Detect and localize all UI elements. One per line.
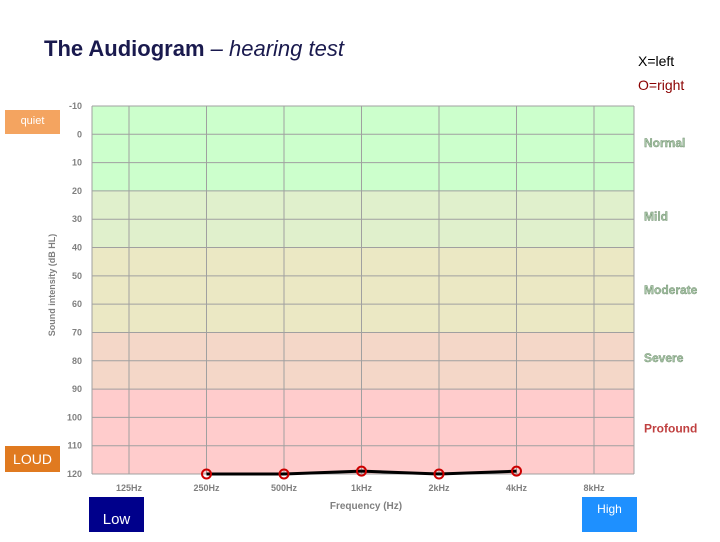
- title-subtitle: – hearing test: [210, 36, 344, 61]
- title-main: The Audiogram: [44, 36, 205, 61]
- low-frequency-tag: Low: [89, 497, 144, 532]
- band-label: Severe: [644, 351, 684, 365]
- legend-left-ear: X=left: [638, 53, 675, 69]
- legend-right-ear: O=right: [638, 77, 685, 93]
- band-label: Mild: [644, 209, 668, 223]
- y-tick-label: 0: [77, 129, 82, 139]
- y-tick-label: 70: [72, 327, 82, 337]
- band-profound: [92, 389, 634, 474]
- y-tick-label: 60: [72, 299, 82, 309]
- x-tick-label: 250Hz: [193, 483, 220, 493]
- x-tick-label: 4kHz: [506, 483, 528, 493]
- y-tick-label: 90: [72, 384, 82, 394]
- data-point-right-ear: [433, 468, 445, 480]
- y-tick-label: 20: [72, 186, 82, 196]
- data-point-right-ear: [201, 468, 212, 480]
- y-tick-label: 100: [67, 412, 82, 422]
- series-line-segment: [438, 469, 517, 476]
- data-point-right-ear: [278, 468, 290, 480]
- y-tick-label: 80: [72, 356, 82, 366]
- data-point-right-ear: [356, 465, 367, 477]
- band-normal: [92, 106, 634, 191]
- band-label: Moderate: [644, 283, 698, 297]
- y-tick-label: 30: [72, 214, 82, 224]
- y-tick-label: 10: [72, 158, 82, 168]
- band-label: Profound: [644, 422, 697, 436]
- x-tick-label: 1kHz: [351, 483, 373, 493]
- data-point-right-ear: [511, 465, 522, 477]
- x-tick-label: 500Hz: [271, 483, 298, 493]
- y-tick-label: 110: [67, 441, 82, 451]
- high-frequency-tag: High: [582, 497, 637, 532]
- y-axis-title: Sound intensity (dB HL): [47, 234, 57, 337]
- y-tick-label: 120: [67, 469, 82, 479]
- band-moderate: [92, 247, 634, 333]
- x-tick-label: 2kHz: [428, 483, 450, 493]
- series-line-segment: [283, 469, 362, 476]
- y-tick-label: 50: [72, 271, 82, 281]
- x-axis-title: Frequency (Hz): [330, 501, 402, 512]
- band-label: Normal: [644, 136, 685, 150]
- x-tick-label: 8kHz: [583, 483, 605, 493]
- page-title: The Audiogram – hearing test: [44, 36, 344, 62]
- loud-tag: LOUD: [5, 446, 60, 472]
- y-tick-label: 40: [72, 243, 82, 253]
- quiet-tag: quiet: [5, 110, 60, 134]
- y-tick-label: -10: [69, 101, 82, 111]
- series-line-segment: [361, 469, 440, 476]
- x-tick-label: 125Hz: [116, 483, 143, 493]
